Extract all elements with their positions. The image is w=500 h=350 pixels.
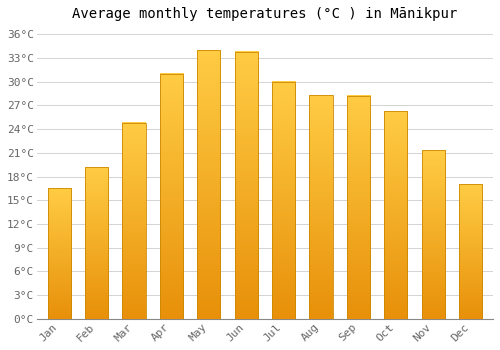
Bar [459, 184, 482, 319]
Bar [310, 95, 332, 319]
Bar [85, 167, 108, 319]
Bar [272, 82, 295, 319]
Title: Average monthly temperatures (°C ) in Mānikpur: Average monthly temperatures (°C ) in Mā… [72, 7, 458, 21]
Bar [48, 188, 71, 319]
Bar [160, 74, 183, 319]
Bar [197, 50, 220, 319]
Bar [384, 111, 407, 319]
Bar [234, 51, 258, 319]
Bar [422, 150, 445, 319]
Bar [122, 123, 146, 319]
Bar [347, 96, 370, 319]
